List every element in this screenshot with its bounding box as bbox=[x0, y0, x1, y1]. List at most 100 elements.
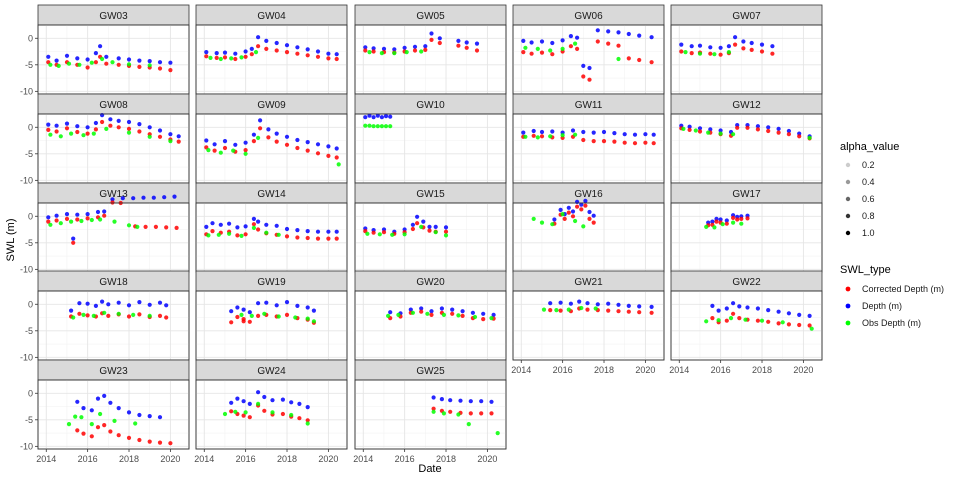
data-point bbox=[54, 58, 59, 63]
data-point bbox=[305, 405, 310, 410]
data-point bbox=[568, 44, 574, 49]
data-point bbox=[560, 46, 565, 52]
data-point bbox=[241, 307, 246, 312]
data-point bbox=[147, 439, 152, 444]
data-point bbox=[363, 115, 368, 120]
data-point bbox=[222, 50, 228, 55]
data-point bbox=[786, 128, 792, 134]
data-point bbox=[410, 310, 415, 315]
data-point bbox=[75, 399, 80, 404]
x-tick-label: 2020 bbox=[160, 454, 180, 464]
y-tick-label: 0 bbox=[28, 388, 33, 398]
data-point bbox=[566, 307, 571, 312]
facet-label: GW18 bbox=[99, 277, 128, 288]
data-point bbox=[649, 35, 654, 40]
data-point bbox=[222, 411, 228, 417]
legend-key-alpha bbox=[845, 179, 851, 185]
data-point bbox=[334, 56, 339, 62]
data-point bbox=[383, 124, 389, 129]
data-point bbox=[683, 50, 688, 55]
legend-key-alpha bbox=[845, 213, 851, 219]
data-point bbox=[77, 301, 82, 306]
data-point bbox=[81, 312, 86, 317]
data-point bbox=[137, 58, 142, 63]
data-point bbox=[334, 155, 339, 160]
data-point bbox=[637, 57, 642, 63]
data-point bbox=[108, 117, 113, 122]
data-point bbox=[85, 131, 90, 136]
data-point bbox=[786, 311, 792, 316]
data-point bbox=[743, 317, 748, 322]
data-point bbox=[712, 52, 717, 57]
data-point bbox=[270, 410, 275, 415]
data-point bbox=[243, 148, 248, 153]
data-point bbox=[266, 135, 271, 140]
data-point bbox=[575, 204, 580, 209]
panel-area bbox=[195, 113, 348, 184]
data-point bbox=[468, 399, 473, 404]
data-point bbox=[274, 139, 279, 144]
data-point bbox=[550, 129, 555, 134]
data-point bbox=[100, 299, 105, 304]
data-point bbox=[135, 224, 140, 229]
data-point bbox=[560, 133, 565, 138]
data-point bbox=[164, 303, 169, 308]
data-point bbox=[616, 43, 621, 48]
data-point bbox=[581, 137, 586, 143]
data-point bbox=[46, 127, 51, 132]
data-point bbox=[689, 51, 694, 56]
x-tick-label: 2016 bbox=[78, 454, 98, 464]
legend-label-alpha: 0.8 bbox=[862, 211, 875, 221]
data-point bbox=[383, 114, 389, 119]
data-point bbox=[58, 134, 63, 139]
data-point bbox=[284, 300, 290, 305]
data-point bbox=[724, 218, 729, 223]
data-point bbox=[558, 300, 563, 305]
data-point bbox=[110, 197, 115, 202]
data-point bbox=[46, 122, 51, 127]
data-point bbox=[388, 124, 393, 129]
data-point bbox=[718, 128, 723, 133]
y-axis-title: SWL (m) bbox=[5, 219, 17, 262]
data-point bbox=[137, 129, 142, 134]
data-point bbox=[443, 229, 449, 234]
data-point bbox=[755, 124, 761, 129]
data-point bbox=[718, 45, 723, 50]
data-point bbox=[131, 196, 136, 201]
data-point bbox=[807, 135, 812, 140]
data-point bbox=[126, 130, 132, 135]
data-point bbox=[326, 229, 331, 234]
data-point bbox=[284, 234, 290, 239]
data-point bbox=[241, 399, 246, 404]
data-point bbox=[176, 134, 181, 139]
data-point bbox=[315, 236, 321, 241]
data-point bbox=[404, 50, 409, 55]
data-point bbox=[423, 44, 428, 49]
data-point bbox=[622, 140, 627, 145]
panel-gw10: GW10 bbox=[354, 93, 507, 184]
data-point bbox=[363, 48, 368, 53]
data-point bbox=[157, 300, 163, 305]
data-point bbox=[102, 393, 107, 398]
data-point bbox=[126, 435, 132, 440]
data-point bbox=[456, 412, 461, 417]
data-point bbox=[241, 319, 246, 324]
legend-label-alpha: 0.4 bbox=[862, 177, 875, 187]
data-point bbox=[251, 222, 256, 227]
data-point bbox=[749, 47, 754, 53]
data-point bbox=[243, 410, 248, 415]
data-point bbox=[120, 196, 125, 201]
data-point bbox=[229, 320, 234, 325]
facet-label: GW24 bbox=[257, 366, 286, 377]
data-point bbox=[731, 132, 736, 137]
data-point bbox=[116, 311, 121, 316]
data-point bbox=[106, 302, 111, 307]
data-point bbox=[85, 57, 90, 62]
data-point bbox=[448, 409, 453, 414]
data-point bbox=[612, 131, 617, 136]
data-point bbox=[375, 124, 380, 129]
data-point bbox=[591, 130, 596, 135]
panel-area bbox=[195, 24, 348, 95]
data-point bbox=[531, 216, 536, 221]
panel-border bbox=[670, 290, 823, 361]
